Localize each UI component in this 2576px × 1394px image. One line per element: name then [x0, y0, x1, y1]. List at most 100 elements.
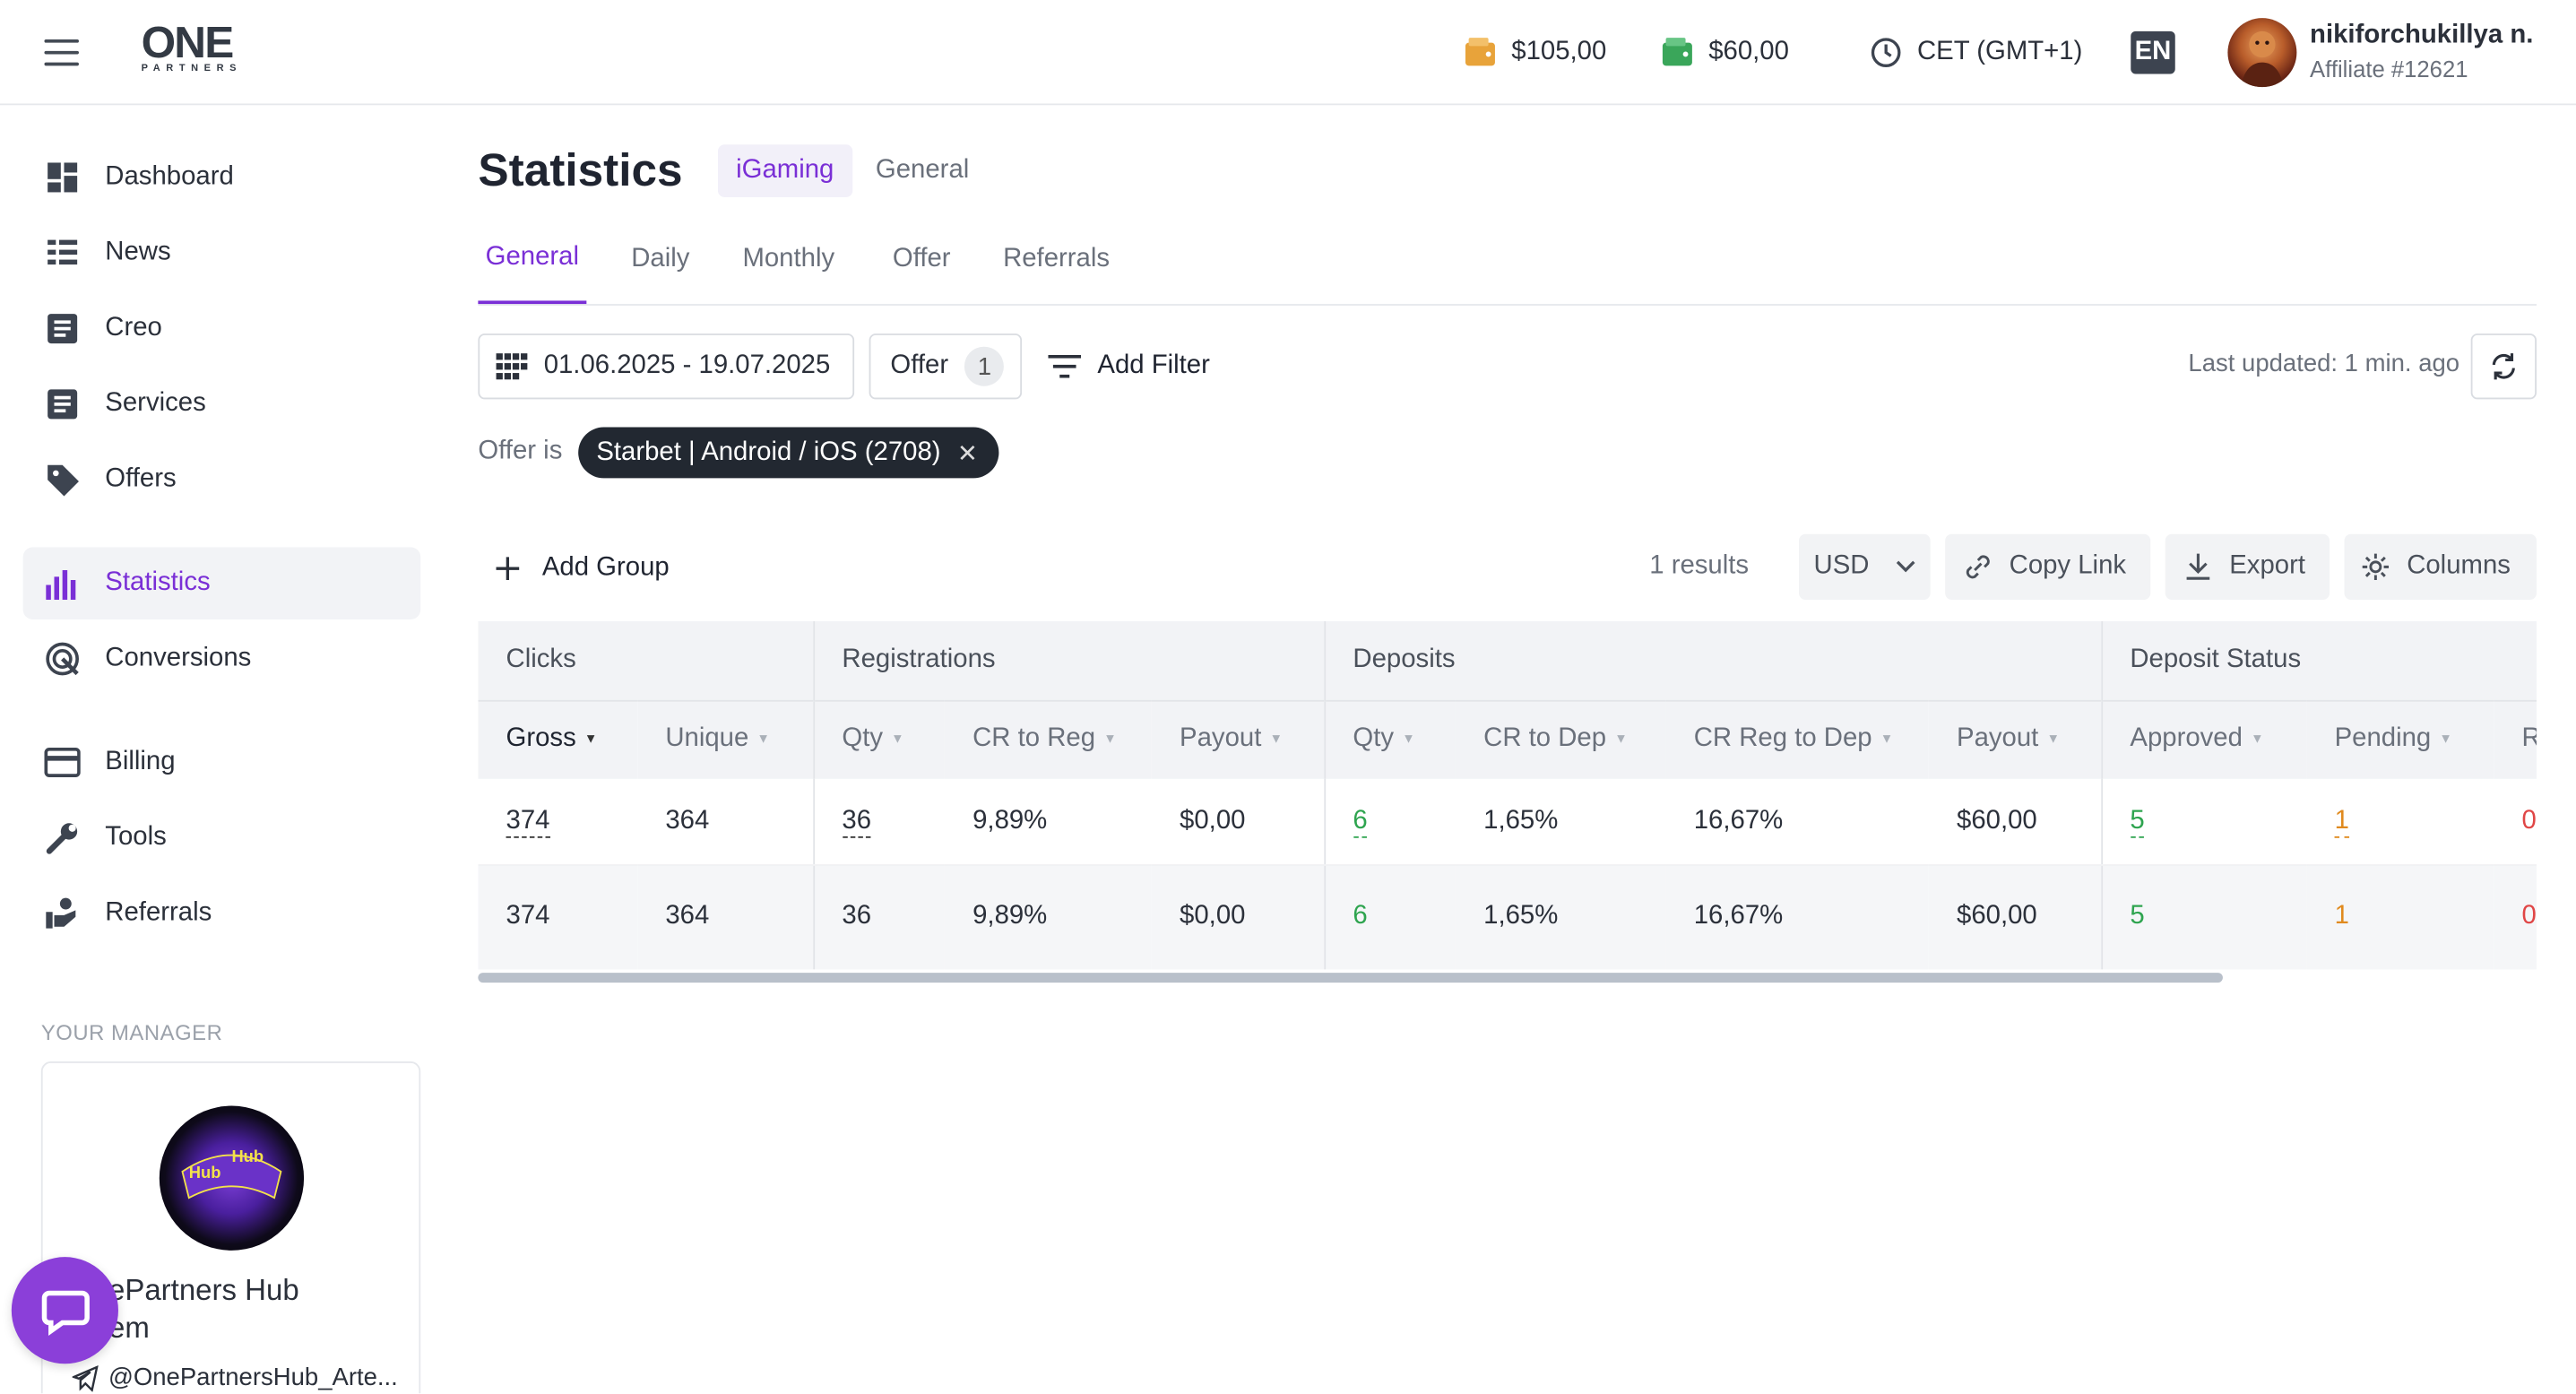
calendar-grid-icon [496, 353, 528, 380]
total-cr-to-reg: 9,89% [944, 864, 1152, 970]
col-header-dep-payout[interactable]: Payout ▼ [1928, 698, 2102, 779]
segment-igaming[interactable]: iGaming [717, 144, 852, 197]
columns-button[interactable]: Columns [2344, 533, 2537, 601]
manager-logo: Hub Hub [159, 1105, 305, 1251]
col-header-reg-payout[interactable]: Payout ▼ [1151, 698, 1325, 779]
cell-approved[interactable]: 5 [2100, 778, 2307, 866]
col-header-pending[interactable]: Pending ▼ [2306, 698, 2494, 779]
balance-wallet-2[interactable]: $60,00 [1661, 33, 1789, 73]
cell-cr-to-reg: 9,89% [944, 778, 1152, 866]
table-row: 374 364 36 9,89% $0,00 6 1,65% 16,67% $6… [478, 778, 2537, 866]
col-header-reg-qty[interactable]: Qty ▼ [812, 698, 945, 779]
news-icon [44, 235, 80, 271]
offer-filter-count: 1 [964, 346, 1005, 386]
tab-daily[interactable]: Daily [631, 244, 690, 273]
col-header-cr-reg-to-dep[interactable]: CR Reg to Dep ▼ [1665, 698, 1929, 779]
segment-general[interactable]: General [875, 156, 970, 185]
cell-cr-reg-to-dep: 16,67% [1665, 778, 1929, 866]
dashboard-icon [44, 160, 80, 195]
total-approved: 5 [2100, 864, 2307, 970]
cell-reg-qty[interactable]: 36 [812, 778, 945, 866]
group-header-deposit-status: Deposit Status [2101, 620, 2537, 700]
offer-filter-button[interactable]: Offer 1 [869, 333, 1023, 400]
timezone[interactable]: CET (GMT+1) [1870, 33, 2082, 73]
date-range-picker[interactable]: 01.06.2025 - 19.07.2025 [478, 333, 855, 400]
sidebar-item-billing[interactable]: Billing [23, 726, 421, 799]
cell-gross[interactable]: 374 [478, 778, 638, 866]
tag-icon [44, 462, 80, 498]
group-header-deposits: Deposits [1324, 620, 2103, 700]
col-header-cr-to-dep[interactable]: CR to Dep ▼ [1455, 698, 1666, 779]
manager-name: ePartners Hub em [108, 1273, 299, 1345]
tab-general[interactable]: General [478, 213, 587, 305]
total-reg-qty: 36 [812, 864, 945, 970]
col-header-dep-qty[interactable]: Qty ▼ [1323, 698, 1456, 779]
tab-referrals[interactable]: Referrals [1003, 244, 1111, 273]
sidebar-item-dashboard[interactable]: Dashboard [23, 142, 421, 214]
user-name[interactable]: nikiforchukillya n. [2310, 21, 2534, 49]
total-cr-reg-to-dep: 16,67% [1665, 864, 1929, 970]
total-gross: 374 [478, 864, 638, 970]
sidebar-item-offers[interactable]: Offers [23, 444, 421, 516]
total-dep-qty: 6 [1323, 864, 1456, 970]
sidebar-item-statistics[interactable]: Statistics [22, 547, 421, 620]
total-cr-to-dep: 1,65% [1455, 864, 1666, 970]
currency-select[interactable]: USD [1799, 533, 1931, 601]
sidebar-item-referrals[interactable]: Referrals [23, 878, 421, 950]
top-header: ONE PARTNERS $105,00 $60,00 CET (GMT+1) … [0, 0, 2576, 106]
stats-tabs: General Daily Monthly Offer Referrals [478, 213, 2537, 306]
last-updated: Last updated: 1 min. ago [2188, 350, 2460, 378]
horizontal-scrollbar[interactable] [478, 973, 2223, 983]
filter-label: Offer is [478, 437, 563, 465]
filter-icon [1048, 354, 1082, 378]
statistics-table: Clicks Registrations Deposits Deposit St… [478, 620, 2537, 986]
results-count: 1 results [1649, 551, 1750, 581]
cell-pending[interactable]: 1 [2306, 778, 2494, 866]
col-header-cr-to-reg[interactable]: CR to Reg ▼ [944, 698, 1152, 779]
total-pending: 1 [2306, 864, 2494, 970]
col-header-r[interactable]: R [2494, 698, 2537, 779]
cell-dep-qty[interactable]: 6 [1323, 778, 1456, 866]
page-title: Statistics [478, 144, 683, 196]
wallet-icon [1465, 38, 1495, 66]
wallet-icon [1662, 38, 1692, 66]
sidebar-item-creo[interactable]: Creo [23, 292, 421, 365]
refresh-button[interactable] [2470, 333, 2537, 400]
group-header-registrations: Registrations [813, 620, 1326, 700]
offer-filter-chip[interactable]: Starbet | Android / iOS (2708) ✕ [578, 427, 999, 479]
sidebar-item-tools[interactable]: Tools [23, 801, 421, 874]
cell-reg-payout: $0,00 [1151, 778, 1325, 866]
export-button[interactable]: Export [2165, 533, 2330, 601]
add-group-button[interactable]: Add Group [495, 550, 670, 586]
col-header-gross[interactable]: Gross ▼ [478, 698, 638, 779]
balance-wallet-1[interactable]: $105,00 [1464, 33, 1606, 73]
tab-monthly[interactable]: Monthly [742, 244, 835, 273]
avatar[interactable] [2227, 18, 2297, 88]
close-icon[interactable]: ✕ [956, 439, 978, 468]
col-header-unique[interactable]: Unique ▼ [637, 698, 814, 779]
gear-icon [2362, 553, 2390, 581]
total-reg-payout: $0,00 [1151, 864, 1325, 970]
tab-offer[interactable]: Offer [892, 244, 951, 273]
referrals-icon [44, 896, 80, 931]
add-filter-button[interactable]: Add Filter [1048, 347, 1210, 386]
manager-section-title: YOUR MANAGER [40, 1020, 223, 1045]
clock-icon [1871, 38, 1901, 67]
total-dep-payout: $60,00 [1928, 864, 2102, 970]
total-r: 0 [2494, 864, 2537, 970]
language-switch[interactable]: EN [2131, 30, 2175, 74]
group-header-clicks: Clicks [478, 620, 815, 700]
manager-telegram-link[interactable]: @OnePartnersHub_Arte... [72, 1364, 398, 1391]
menu-icon[interactable] [44, 39, 79, 66]
cell-r: 0 [2494, 778, 2537, 866]
logo[interactable]: ONE PARTNERS [141, 18, 243, 74]
copy-link-button[interactable]: Copy Link [1945, 533, 2151, 601]
sidebar-item-services[interactable]: Services [23, 368, 421, 441]
refresh-icon [2492, 353, 2515, 380]
cell-unique: 364 [637, 778, 814, 866]
sidebar-item-news[interactable]: News [23, 217, 421, 290]
chat-button[interactable] [11, 1257, 118, 1364]
col-header-approved[interactable]: Approved ▼ [2100, 698, 2307, 779]
sidebar-item-conversions[interactable]: Conversions [23, 623, 421, 696]
plus-icon [496, 557, 520, 581]
